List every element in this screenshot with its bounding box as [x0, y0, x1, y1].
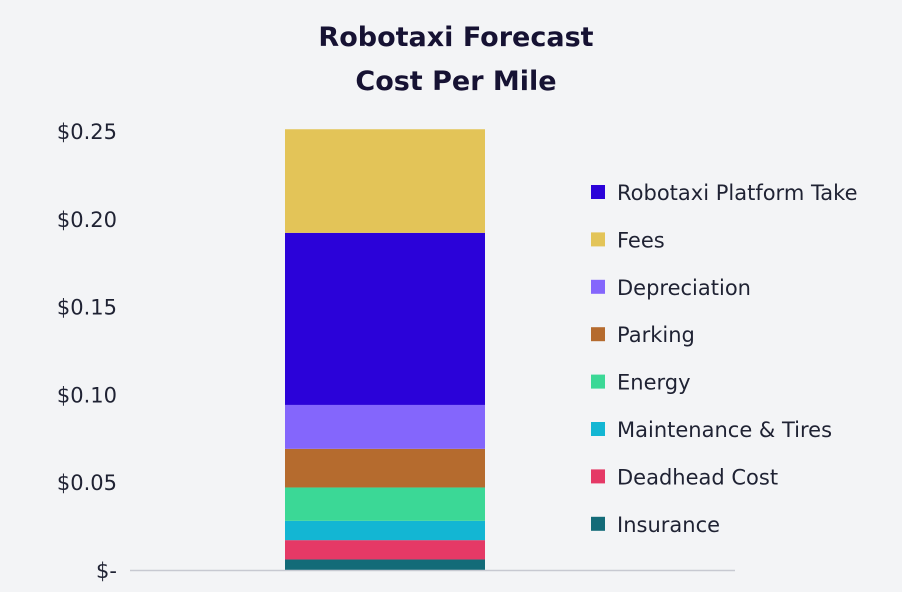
y-tick-label: $-: [96, 559, 117, 583]
legend-label: Maintenance & Tires: [617, 418, 832, 442]
legend-item: Maintenance & Tires: [591, 418, 832, 442]
legend-label: Deadhead Cost: [617, 465, 778, 489]
legend-swatch: [591, 374, 605, 389]
legend-label: Fees: [617, 228, 665, 252]
legend-label: Parking: [617, 323, 695, 347]
y-tick-label: $0.20: [57, 208, 117, 232]
bar-segment-deadhead-cost: [285, 540, 485, 560]
chart-title-line-2: Cost Per Mile: [355, 66, 557, 97]
legend-swatch: [591, 516, 605, 531]
legend-swatch: [591, 422, 605, 436]
legend-swatch: [591, 185, 605, 199]
legend-item: Fees: [591, 228, 665, 252]
legend-swatch: [591, 327, 605, 342]
y-tick-label: $0.25: [57, 120, 117, 144]
bar-segment-robotaxi-platform-take: [285, 232, 485, 405]
bar-segment-insurance: [285, 559, 485, 570]
legend-item: Insurance: [591, 513, 720, 537]
legend-label: Depreciation: [617, 276, 751, 300]
legend-item: Energy: [591, 371, 691, 395]
y-tick-label: $0.05: [57, 471, 117, 495]
bar-segment-fees: [285, 129, 485, 233]
bar-segment-maintenance-tires: [285, 520, 485, 541]
legend-item: Parking: [591, 323, 695, 347]
legend-item: Deadhead Cost: [591, 465, 778, 489]
legend-item: Depreciation: [591, 276, 751, 300]
chart-title-line-1: Robotaxi Forecast: [318, 22, 594, 53]
y-tick-label: $0.15: [57, 296, 117, 320]
bar-segment-depreciation: [285, 404, 485, 449]
y-tick-label: $0.10: [57, 383, 117, 407]
legend: Robotaxi Platform Take Fees Depreciation Pa…: [591, 181, 858, 537]
y-axis: $- $0.05 $0.10 $0.15 $0.20 $0.25: [57, 120, 117, 583]
legend-swatch: [591, 232, 605, 247]
chart-title: Robotaxi Forecast Cost Per Mile: [0, 16, 902, 104]
legend-label: Energy: [617, 371, 691, 395]
bar-segment-parking: [285, 448, 485, 488]
legend-label: Robotaxi Platform Take: [617, 181, 858, 205]
legend-swatch: [591, 469, 605, 484]
bar-segment-energy: [285, 487, 485, 521]
bar-stack: [285, 129, 485, 570]
legend-item: Robotaxi Platform Take: [591, 181, 858, 205]
legend-swatch: [591, 279, 605, 294]
legend-label: Insurance: [617, 513, 720, 537]
